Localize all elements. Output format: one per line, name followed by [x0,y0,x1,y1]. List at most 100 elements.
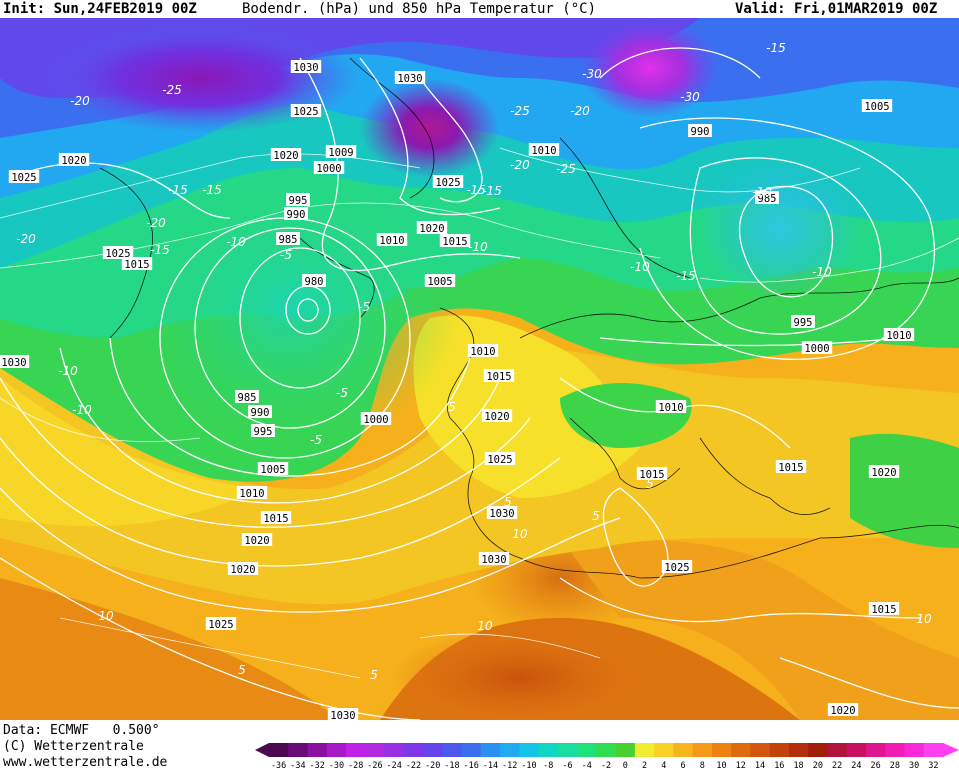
colorbar-tick-label: -12 [502,761,517,770]
isotherm-label: -15 [482,184,502,198]
isobar-label: 1009 [325,145,357,159]
colorbar-tick-label: -26 [367,761,382,770]
svg-text:1025: 1025 [105,248,130,260]
pressure-label-group: 1030 1030 1025 1020 1025 1020 1015 1000 1009 995 9… [0,60,915,720]
valid-time-label: Valid: Fri,01MAR2019 00Z [735,1,938,17]
svg-text:1025: 1025 [435,177,460,189]
isotherm-label: -15 [168,183,188,197]
isotherm-label: -15 [676,269,696,283]
isobar-label: 1005 [257,462,289,476]
svg-text:1030: 1030 [293,62,318,74]
isobar-label: 995 [791,315,815,329]
colorbar-tick-label: 16 [774,761,784,770]
forecast-map: 1030 1030 1025 1020 1025 1020 1015 1000 1009 995 9… [0,18,959,720]
svg-text:1030: 1030 [330,710,355,720]
isotherm-label: -30 [680,90,700,104]
isobar-label: 980 [302,274,326,288]
svg-text:1000: 1000 [804,343,829,355]
colorbar-tick-label: -36 [271,761,286,770]
colorbar-swatch [307,743,328,757]
svg-text:990: 990 [691,126,710,138]
colorbar-tick-label: -6 [562,761,572,770]
colorbar-tick-label: -18 [444,761,459,770]
isobar-label: 985 [235,390,259,404]
svg-text:995: 995 [254,426,273,438]
svg-text:985: 985 [279,234,298,246]
svg-text:1020: 1020 [273,150,298,162]
svg-text:1010: 1010 [531,145,556,157]
isobar-label: 1000 [801,341,833,355]
svg-text:980: 980 [305,276,324,288]
isotherm-label: 5 [504,495,512,509]
colorbar-swatch [634,743,655,757]
svg-text:990: 990 [251,407,270,419]
colorbar-swatch [808,743,828,757]
isotherm-label: -15 [202,183,222,197]
svg-text:1025: 1025 [664,562,689,574]
svg-text:1020: 1020 [230,564,255,576]
isobar-label: 1030 [394,71,426,85]
svg-text:1010: 1010 [239,488,264,500]
isobar-label: 1025 [290,104,322,118]
isobar-label: 1025 [205,617,237,631]
colorbar-left-arrow [255,743,269,757]
isobar-label: 990 [284,207,308,221]
isobar-label: 1020 [868,465,900,479]
isotherm-label: -20 [70,94,90,108]
isobar-label: 1000 [313,161,345,175]
colorbar-swatch [885,743,905,757]
isotherm-label: -20 [146,216,166,230]
colorbar-tick-label: -30 [329,761,344,770]
colorbar-tick-label: 26 [870,761,880,770]
colorbar-tick-label: 2 [642,761,647,770]
svg-text:990: 990 [287,209,306,221]
svg-text:1010: 1010 [886,330,911,342]
colorbar-swatch [480,743,501,757]
colorbar-tick-label: 22 [832,761,842,770]
colorbar-tick-label: 10 [716,761,726,770]
init-time-label: Init: Sun,24FEB2019 00Z [3,1,197,17]
colorbar-swatch [557,743,578,757]
isotherm-label: -20 [510,158,530,172]
isotherm-label: -5 [280,248,292,262]
isobar-label: 1010 [467,344,499,358]
colorbar-swatch [403,743,424,757]
svg-text:1015: 1015 [778,462,803,474]
svg-text:1015: 1015 [639,469,664,481]
isobar-label: 1010 [528,143,560,157]
colorbar-tick-label: 32 [928,761,938,770]
isotherm-label: -15 [466,183,486,197]
svg-text:1030: 1030 [1,357,26,369]
colorbar-tick-label: 30 [909,761,919,770]
isobar-label: 1020 [416,221,448,235]
colorbar-tick-label: -8 [543,761,553,770]
isobar-label: 1015 [868,602,900,616]
svg-text:1020: 1020 [830,705,855,717]
isobar-label: 1025 [432,175,464,189]
isotherm-label: 5 [592,509,600,523]
colorbar-tick-label: 24 [851,761,861,770]
colorbar-tick-label: 14 [755,761,765,770]
isobar-label: 1010 [883,328,915,342]
isobar-label: 1025 [8,170,40,184]
svg-text:1030: 1030 [397,73,422,85]
isobar-label: 985 [276,232,300,246]
isotherm-label: 10 [512,527,528,541]
svg-text:1010: 1010 [470,346,495,358]
isobar-label: 1015 [775,460,807,474]
isobar-label: 1010 [236,486,268,500]
isobar-label: 1005 [861,99,893,113]
isobar-label: 995 [251,424,275,438]
colorbar-swatch [461,743,482,757]
isotherm-label: -30 [582,67,602,81]
isobar-label: 1030 [478,552,510,566]
isotherm-label: -5 [336,386,348,400]
colorbar-swatch [692,743,713,757]
isobar-label: 1030 [0,355,30,369]
colorbar-swatch [750,743,771,757]
colorbar-tick-label: 8 [700,761,705,770]
header-bar: Init: Sun,24FEB2019 00Z Bodendr. (hPa) u… [0,0,959,18]
colorbar-right-arrow [943,743,959,757]
svg-text:1020: 1020 [419,223,444,235]
colorbar-tick-label: -4 [582,761,592,770]
